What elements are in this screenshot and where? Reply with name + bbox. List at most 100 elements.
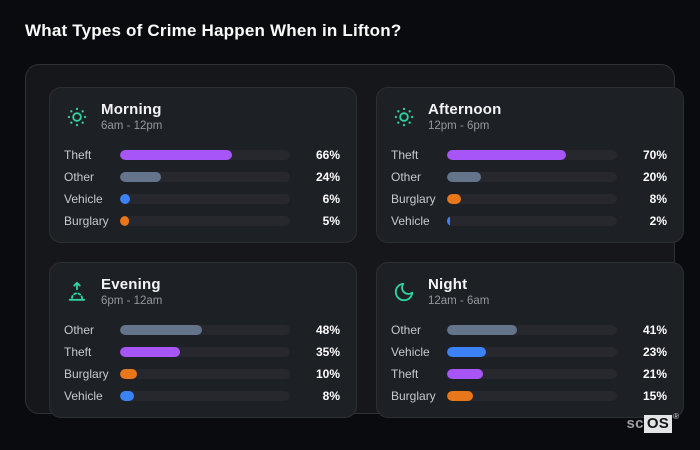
card-header-text: Afternoon 12pm - 6pm <box>428 101 501 132</box>
bar-fill <box>447 390 473 401</box>
crime-category-label: Burglary <box>64 213 109 228</box>
bar-fill <box>120 193 131 204</box>
bar-track <box>447 149 617 160</box>
crime-bar-row: Other 48% <box>64 322 340 337</box>
percent-value: 35% <box>315 344 340 359</box>
registered-trademark-icon: ® <box>673 412 679 421</box>
bar-rows: Theft 66% Other 24% Vehicle 6% Burglary … <box>64 147 340 228</box>
card-night: Night 12am - 6am Other 41% Vehicle 23% T… <box>376 262 684 418</box>
bar-rows: Other 48% Theft 35% Burglary 10% Vehicle… <box>64 322 340 403</box>
sunrise-icon <box>66 281 90 305</box>
card-title: Evening <box>101 276 161 293</box>
bar-fill <box>120 149 233 160</box>
bar-fill <box>120 324 202 335</box>
crime-bar-row: Theft 35% <box>64 344 340 359</box>
crime-category-label: Burglary <box>64 366 109 381</box>
card-morning: Morning 6am - 12pm Theft 66% Other 24% V… <box>49 87 357 243</box>
crime-bar-row: Vehicle 2% <box>391 213 667 228</box>
crime-bar-row: Theft 21% <box>391 366 667 381</box>
cards-grid: Morning 6am - 12pm Theft 66% Other 24% V… <box>49 87 684 418</box>
crime-category-label: Other <box>64 322 95 337</box>
percent-value: 6% <box>322 191 340 206</box>
crime-bar-row: Vehicle 23% <box>391 344 667 359</box>
crime-category-label: Theft <box>64 344 92 359</box>
bar-fill <box>120 390 134 401</box>
page-title: What Types of Crime Happen When in Lifto… <box>25 21 402 40</box>
percent-value: 48% <box>315 322 340 337</box>
crime-bar-row: Theft 70% <box>391 147 667 162</box>
bar-track <box>120 215 290 226</box>
bar-rows: Theft 70% Other 20% Burglary 8% Vehicle … <box>391 147 667 228</box>
card-title: Morning <box>101 101 162 118</box>
card-title: Afternoon <box>428 101 502 118</box>
crime-bar-row: Theft 66% <box>64 147 340 162</box>
bar-track <box>120 324 290 335</box>
crime-times-panel: Morning 6am - 12pm Theft 66% Other 24% V… <box>25 64 684 418</box>
card-time-range: 6am - 12pm <box>101 120 163 132</box>
crime-bar-row: Burglary 8% <box>391 191 667 206</box>
crime-category-label: Other <box>391 322 422 337</box>
bar-fill <box>120 346 180 357</box>
card-time-range: 12am - 6am <box>428 295 490 307</box>
percent-value: 8% <box>649 191 667 206</box>
sun-icon <box>393 106 417 130</box>
percent-value: 66% <box>315 147 340 162</box>
card-header: Morning 6am - 12pm <box>64 101 340 132</box>
scos-watermark: sc OS ® <box>627 407 679 434</box>
card-header-text: Evening 6pm - 12am <box>101 276 162 307</box>
bar-fill <box>447 149 566 160</box>
bar-rows: Other 41% Vehicle 23% Theft 21% Burglary… <box>391 322 667 403</box>
percent-value: 15% <box>642 388 667 403</box>
bar-fill <box>120 215 129 226</box>
bar-track <box>447 324 617 335</box>
crime-category-label: Burglary <box>391 388 436 403</box>
bar-fill <box>447 215 451 226</box>
watermark-prefix: sc <box>626 415 644 432</box>
card-time-range: 12pm - 6pm <box>428 120 490 132</box>
bar-fill <box>120 368 137 379</box>
crime-bar-row: Vehicle 6% <box>64 191 340 206</box>
crime-bar-row: Vehicle 8% <box>64 388 340 403</box>
bar-track <box>120 390 290 401</box>
bar-track <box>120 171 290 182</box>
bar-track <box>447 215 617 226</box>
crime-bar-row: Other 20% <box>391 169 667 184</box>
percent-value: 5% <box>322 213 340 228</box>
crime-category-label: Theft <box>391 147 419 162</box>
bar-track <box>120 193 290 204</box>
percent-value: 70% <box>642 147 667 162</box>
percent-value: 23% <box>642 344 667 359</box>
crime-bar-row: Burglary 10% <box>64 366 340 381</box>
card-afternoon: Afternoon 12pm - 6pm Theft 70% Other 20%… <box>376 87 684 243</box>
percent-value: 41% <box>642 322 667 337</box>
bar-track <box>447 390 617 401</box>
bar-track <box>447 171 617 182</box>
crime-bar-row: Burglary 15% <box>391 388 667 403</box>
crime-bar-row: Burglary 5% <box>64 213 340 228</box>
card-header: Evening 6pm - 12am <box>64 276 340 307</box>
bar-track <box>120 149 290 160</box>
percent-value: 21% <box>642 366 667 381</box>
crime-category-label: Vehicle <box>64 388 103 403</box>
percent-value: 2% <box>649 213 667 228</box>
bar-track <box>447 193 617 204</box>
card-time-range: 6pm - 12am <box>101 295 163 307</box>
bar-fill <box>447 171 481 182</box>
crime-category-label: Theft <box>391 366 419 381</box>
crime-category-label: Vehicle <box>391 344 430 359</box>
crime-bar-row: Other 41% <box>391 322 667 337</box>
crime-bar-row: Other 24% <box>64 169 340 184</box>
crime-category-label: Other <box>391 169 422 184</box>
bar-fill <box>447 324 517 335</box>
crime-category-label: Burglary <box>391 191 436 206</box>
card-header-text: Morning 6am - 12pm <box>101 101 162 132</box>
bar-fill <box>120 171 161 182</box>
bar-fill <box>447 193 461 204</box>
crime-category-label: Theft <box>64 147 92 162</box>
card-title: Night <box>428 276 468 293</box>
percent-value: 10% <box>315 366 340 381</box>
percent-value: 8% <box>322 388 340 403</box>
percent-value: 24% <box>315 169 340 184</box>
bar-track <box>120 346 290 357</box>
percent-value: 20% <box>642 169 667 184</box>
